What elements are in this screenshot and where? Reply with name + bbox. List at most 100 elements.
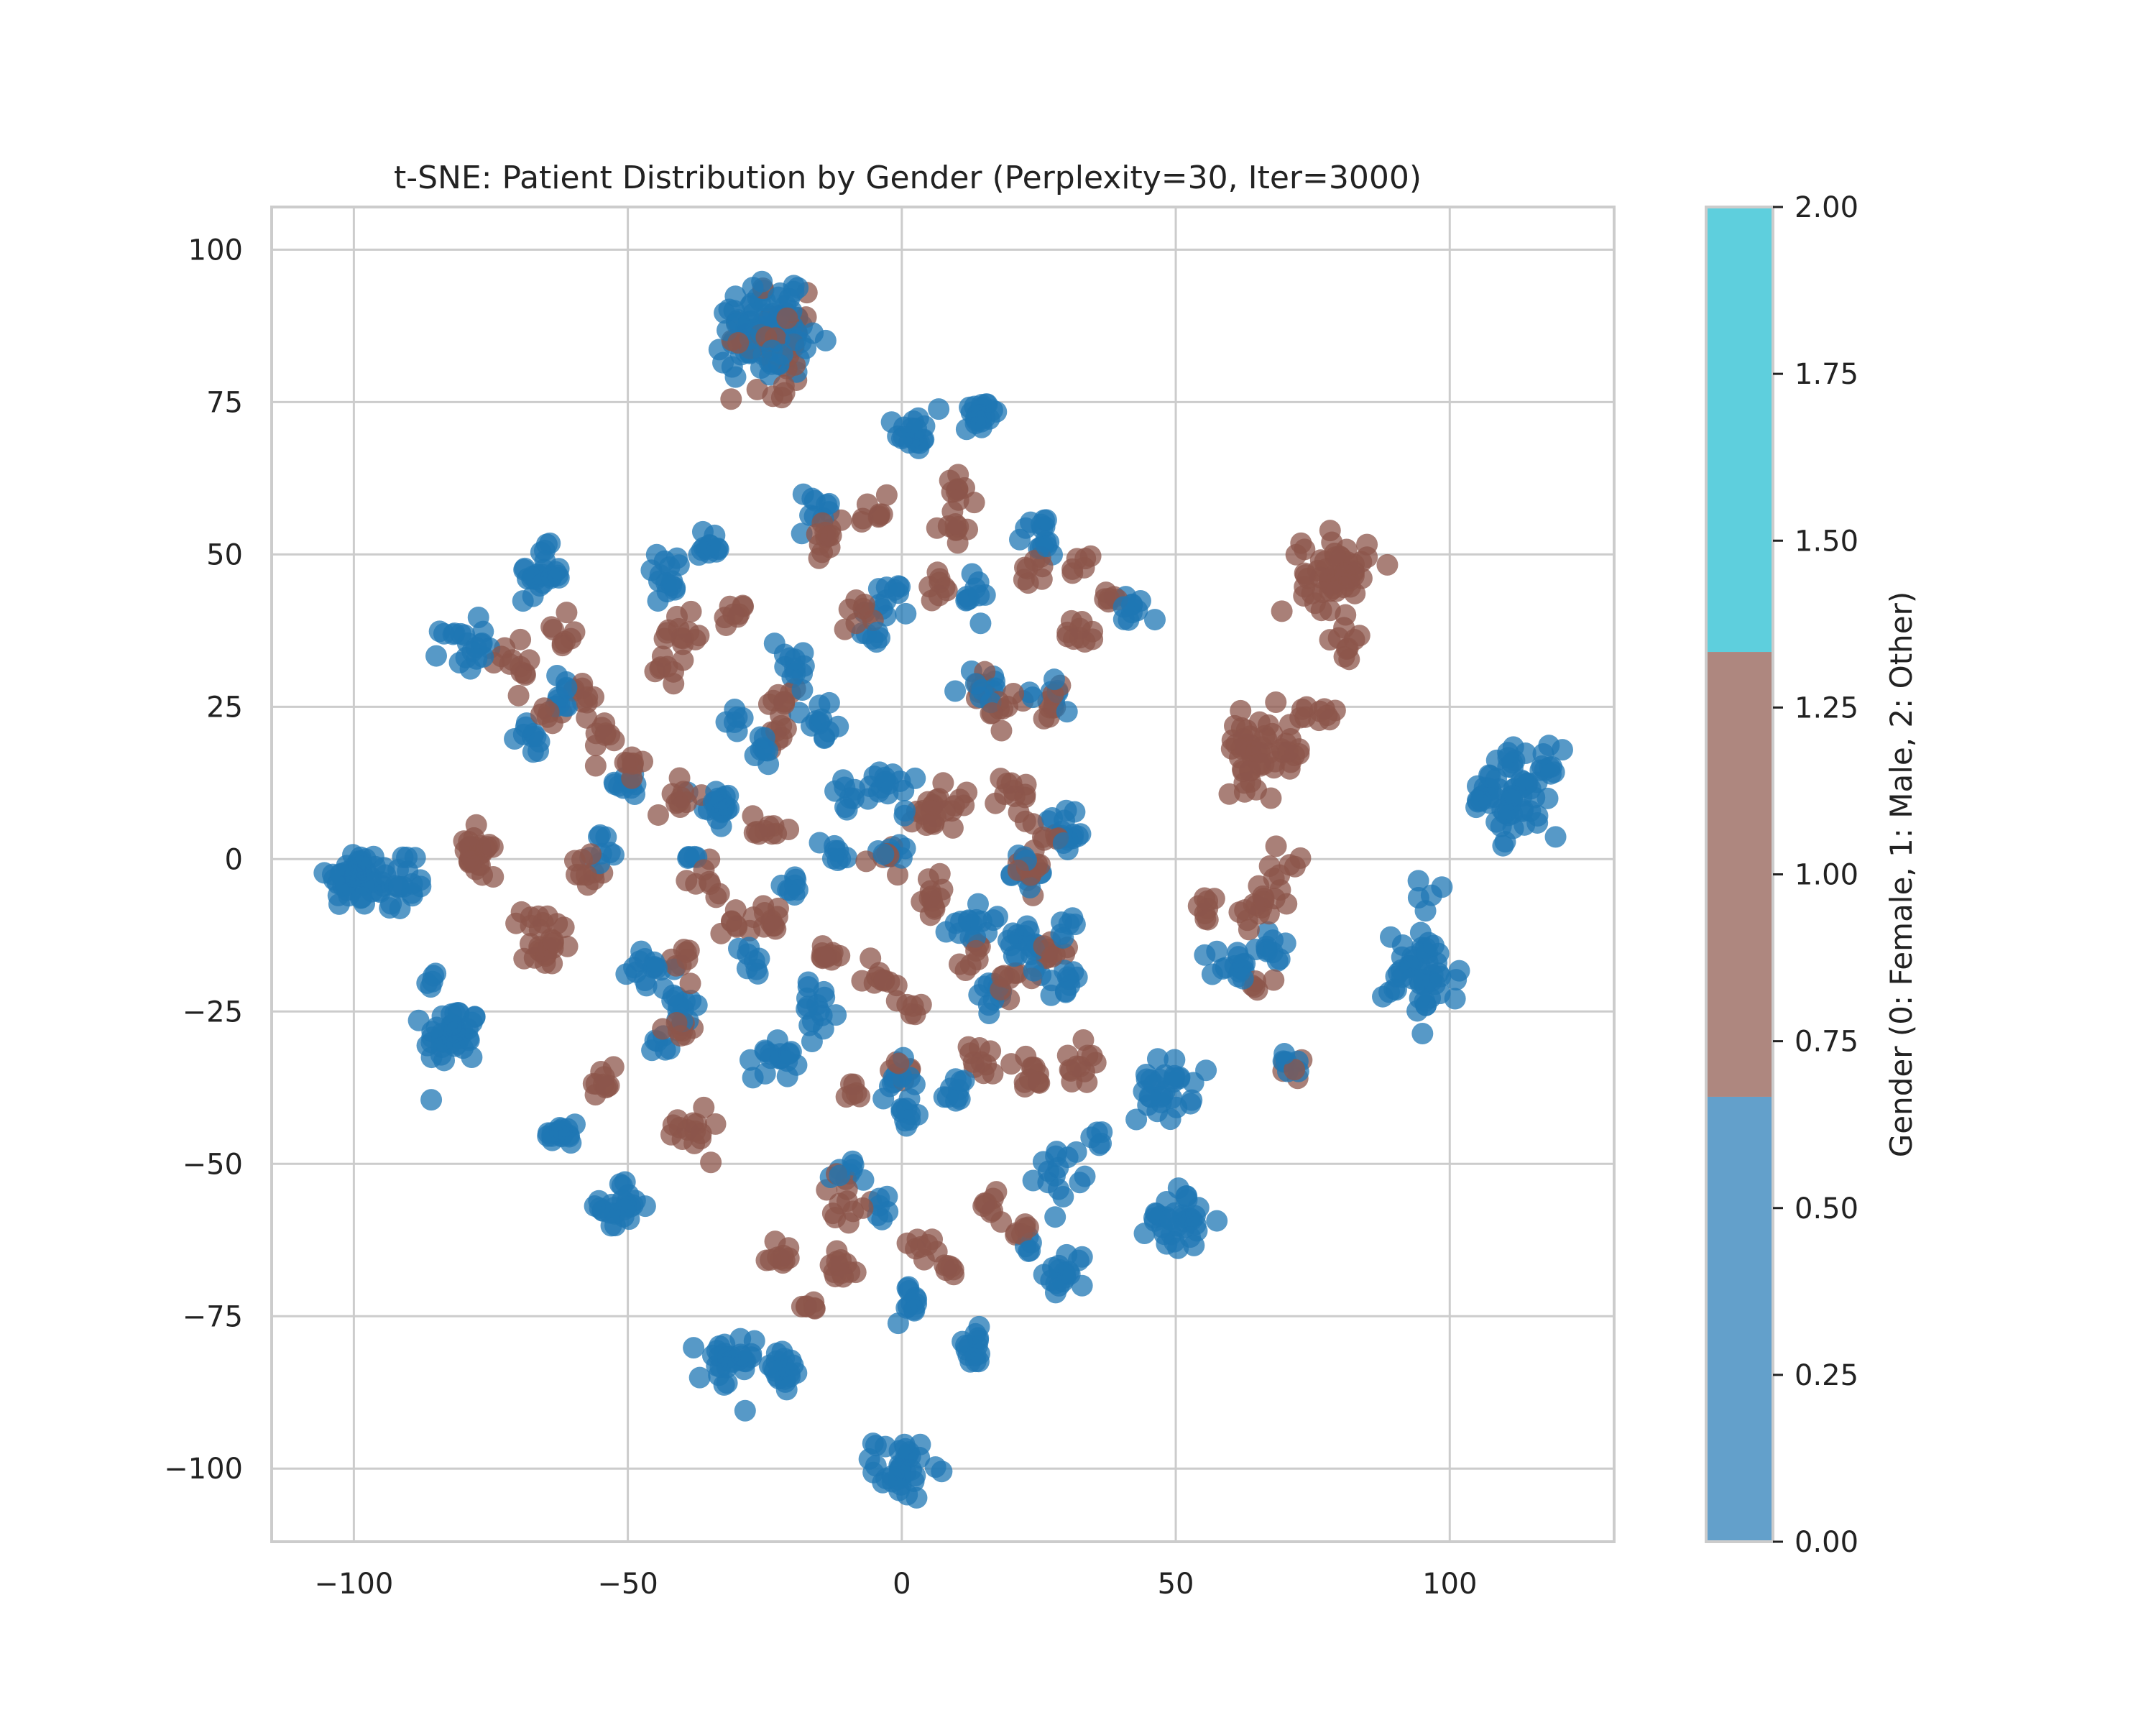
data-point-female — [970, 410, 992, 433]
data-point-female — [1016, 915, 1038, 937]
data-point-female — [734, 1399, 756, 1422]
y-tick-label: −75 — [183, 1300, 243, 1333]
data-point-male — [700, 1151, 722, 1174]
data-point-male — [1263, 969, 1285, 991]
data-point-male — [1376, 553, 1399, 576]
data-point-female — [1046, 1141, 1068, 1163]
colorbar: 0.00 0.25 0.50 0.75 1.00 1.25 1.50 1.75 2.00 Gend… — [1705, 191, 1919, 1559]
data-point-female — [829, 1164, 851, 1187]
data-point-male — [838, 598, 860, 620]
data-point-male — [490, 645, 512, 668]
data-point-female — [1164, 1064, 1186, 1087]
data-point-male — [981, 702, 1003, 724]
data-point-female — [1406, 1000, 1429, 1022]
data-point-male — [928, 584, 950, 607]
data-point-female — [1514, 742, 1537, 765]
data-point-female — [1206, 1210, 1228, 1232]
data-point-male — [478, 834, 500, 856]
data-point-female — [795, 337, 817, 359]
data-point-female — [1407, 886, 1429, 908]
x-tick-label: 50 — [1158, 1568, 1194, 1601]
data-point-female — [425, 645, 448, 667]
data-point-female — [974, 584, 996, 606]
data-point-male — [990, 768, 1012, 790]
data-point-female — [1144, 609, 1166, 631]
data-point-male — [693, 859, 715, 881]
data-point-male — [776, 307, 798, 329]
data-point-female — [771, 344, 793, 366]
x-tick-label: −50 — [597, 1568, 658, 1601]
data-point-female — [713, 1374, 735, 1396]
data-point-female — [1232, 967, 1254, 990]
data-point-female — [1539, 763, 1562, 785]
data-point-female — [715, 711, 737, 733]
data-point-female — [732, 707, 754, 729]
data-point-female — [824, 834, 846, 857]
data-point-female — [900, 417, 923, 439]
data-point-male — [647, 804, 669, 826]
data-point-female — [867, 621, 889, 643]
data-point-female — [444, 1002, 466, 1024]
plot-area: −100 −50 0 50 100 −100 −75 −50 −25 0 25 50 75 100 — [164, 206, 1616, 1601]
data-point-female — [1485, 768, 1508, 790]
data-point-female — [1054, 960, 1076, 982]
data-point-female — [712, 351, 734, 374]
colorbar-segment — [1706, 207, 1773, 653]
data-point-male — [513, 947, 535, 970]
data-point-female — [1184, 1213, 1207, 1236]
data-point-male — [1284, 1059, 1306, 1081]
data-point-male — [541, 952, 563, 975]
colorbar-tick-label: 0.25 — [1795, 1359, 1858, 1392]
data-point-female — [1492, 834, 1514, 857]
data-point-male — [990, 978, 1012, 1000]
data-point-male — [693, 1096, 715, 1118]
data-point-female — [548, 558, 570, 580]
data-point-male — [1015, 773, 1037, 796]
data-point-female — [724, 366, 747, 388]
data-point-female — [1146, 1048, 1169, 1070]
data-point-female — [865, 1455, 887, 1477]
data-point-male — [757, 693, 780, 715]
data-point-female — [1071, 1274, 1093, 1297]
data-point-male — [851, 970, 873, 992]
y-tick-label: 50 — [206, 538, 243, 571]
data-point-female — [1036, 535, 1058, 558]
data-point-female — [782, 1354, 804, 1376]
data-point-female — [425, 1016, 448, 1039]
data-point-male — [461, 850, 484, 873]
data-point-female — [825, 1004, 847, 1026]
data-point-male — [941, 816, 964, 839]
data-point-male — [671, 1128, 694, 1151]
data-point-male — [1230, 699, 1252, 722]
data-point-female — [775, 1379, 798, 1401]
data-point-female — [1501, 788, 1523, 811]
data-point-female — [808, 694, 831, 717]
data-point-male — [852, 1197, 874, 1219]
data-point-male — [1324, 699, 1346, 722]
data-point-male — [1289, 847, 1312, 869]
data-point-female — [872, 843, 895, 865]
data-point-female — [420, 1046, 443, 1069]
data-point-female — [773, 643, 796, 666]
colorbar-tick-label: 0.00 — [1795, 1526, 1858, 1559]
data-point-female — [554, 695, 576, 717]
data-point-male — [1265, 835, 1287, 857]
data-point-male — [665, 954, 687, 977]
data-point-male — [1018, 1068, 1041, 1090]
data-point-male — [1245, 778, 1267, 801]
colorbar-tick-label: 1.75 — [1795, 358, 1858, 391]
data-point-female — [1069, 1172, 1091, 1194]
data-point-female — [924, 1456, 946, 1478]
colorbar-tick-label: 1.25 — [1795, 691, 1858, 724]
data-point-male — [965, 939, 987, 962]
data-point-female — [1054, 981, 1077, 1003]
data-point-female — [351, 886, 373, 908]
y-tick-label: −25 — [183, 995, 243, 1029]
data-point-male — [670, 1025, 692, 1047]
data-point-female — [903, 1073, 926, 1095]
data-point-male — [873, 969, 895, 991]
colorbar-label: Gender (0: Female, 1: Male, 2: Other) — [1884, 592, 1919, 1158]
data-point-female — [742, 277, 764, 299]
data-point-male — [940, 1256, 962, 1278]
